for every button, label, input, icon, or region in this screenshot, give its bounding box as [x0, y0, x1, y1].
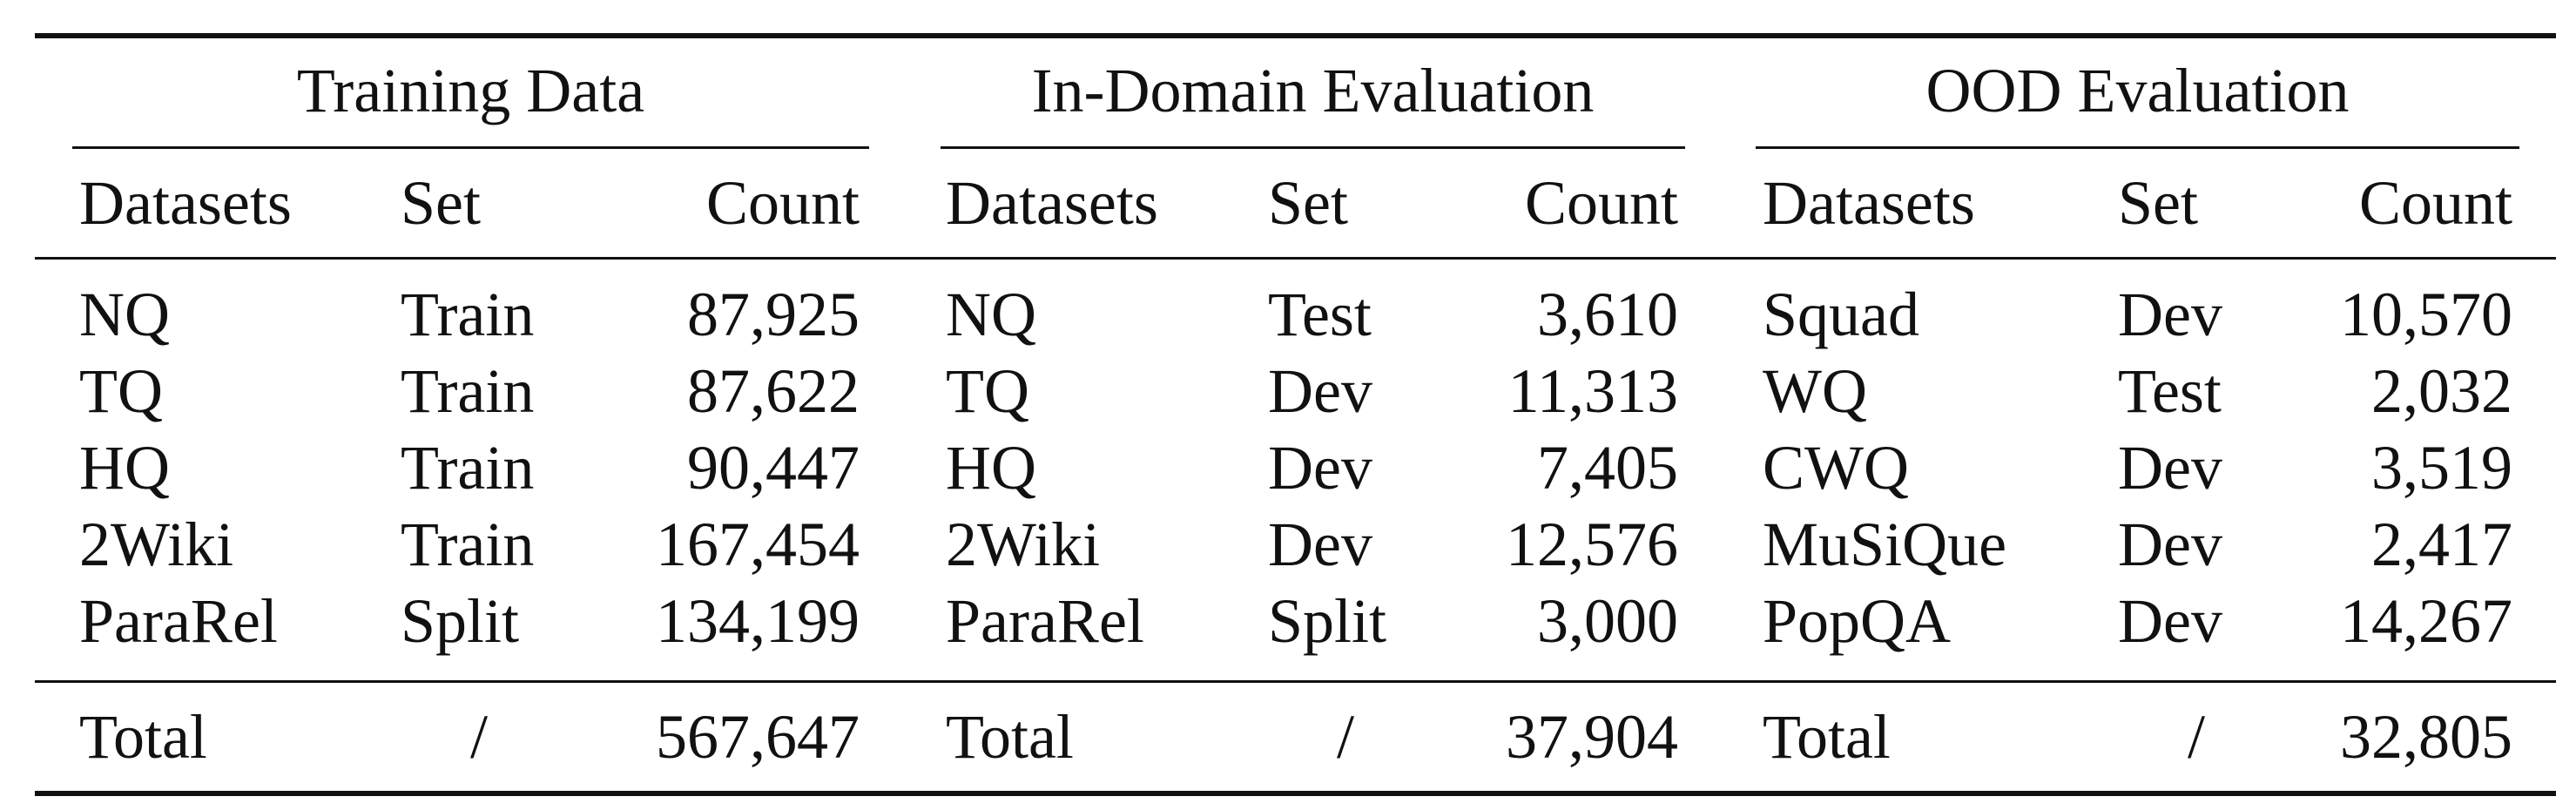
table-cell: TQ — [79, 356, 163, 426]
total-set-in-domain: / — [1336, 702, 1354, 772]
header-rule — [35, 257, 2556, 260]
header-set-in-domain: Set — [1268, 168, 1349, 238]
table-cell: MuSiQue — [1763, 510, 2007, 579]
bottom-rule — [35, 791, 2556, 796]
table-cell: HQ — [79, 433, 170, 503]
table-cell: TQ — [946, 356, 1029, 426]
total-label-training: Total — [79, 702, 207, 772]
table-cell: Split — [401, 586, 520, 656]
header-count-ood: Count — [2358, 168, 2512, 238]
group-title-in-domain: In-Domain Evaluation — [1031, 56, 1595, 125]
total-label-in-domain: Total — [946, 702, 1074, 772]
total-label-ood: Total — [1763, 702, 1891, 772]
table-cell: Dev — [1268, 433, 1372, 503]
table-cell: 3,519 — [2371, 433, 2512, 503]
group-title-training: Training Data — [296, 56, 645, 125]
table-cell: 3,610 — [1537, 280, 1678, 349]
table-cell: Train — [401, 433, 535, 503]
table-cell: Dev — [2118, 510, 2222, 579]
table-cell: 2Wiki — [946, 510, 1101, 579]
table-cell: Dev — [2118, 433, 2222, 503]
table-cell: Test — [1268, 280, 1372, 349]
table-cell: Train — [401, 510, 535, 579]
table-cell: Train — [401, 356, 535, 426]
table-cell: HQ — [946, 433, 1036, 503]
header-set-training: Set — [401, 168, 482, 238]
header-datasets-ood: Datasets — [1763, 168, 1975, 238]
table-cell: NQ — [946, 280, 1036, 349]
table-cell: 14,267 — [2340, 586, 2512, 656]
table-cell: 134,199 — [656, 586, 860, 656]
table-cell: Dev — [2118, 280, 2222, 349]
table-cell: Squad — [1763, 280, 1919, 349]
table-cell: 3,000 — [1537, 586, 1678, 656]
table-cell: 2Wiki — [79, 510, 234, 579]
header-count-in-domain: Count — [1524, 168, 1678, 238]
top-rule — [35, 33, 2556, 38]
header-count-training: Count — [705, 168, 860, 238]
table-cell: ParaRel — [79, 586, 278, 656]
group-title-ood: OOD Evaluation — [1925, 56, 2350, 125]
table-cell: PopQA — [1763, 586, 1952, 656]
table-cell: WQ — [1763, 356, 1867, 426]
table-cell: NQ — [79, 280, 170, 349]
table-cell: CWQ — [1763, 433, 1909, 503]
table-cell: 87,925 — [687, 280, 860, 349]
total-set-ood: / — [2187, 702, 2205, 772]
header-set-ood: Set — [2118, 168, 2199, 238]
table-cell: 87,622 — [687, 356, 860, 426]
table-cell: ParaRel — [946, 586, 1144, 656]
table-cell: Split — [1268, 586, 1387, 656]
table-cell: Train — [401, 280, 535, 349]
table-cell: 167,454 — [656, 510, 860, 579]
group-rule-in-domain — [941, 146, 1685, 149]
header-datasets-training: Datasets — [79, 168, 292, 238]
header-datasets-in-domain: Datasets — [946, 168, 1158, 238]
total-count-in-domain: 37,904 — [1506, 702, 1678, 772]
table-cell: 90,447 — [687, 433, 860, 503]
table-cell: Dev — [1268, 356, 1372, 426]
table-cell: 11,313 — [1507, 356, 1678, 426]
table-cell: 2,417 — [2371, 510, 2512, 579]
group-rule-ood — [1756, 146, 2519, 149]
total-count-training: 567,647 — [656, 702, 860, 772]
table-cell: Test — [2118, 356, 2222, 426]
table-cell: 7,405 — [1537, 433, 1678, 503]
table-cell: Dev — [2118, 586, 2222, 656]
table-cell: 12,576 — [1506, 510, 1678, 579]
table-cell: 2,032 — [2371, 356, 2512, 426]
table-cell: Dev — [1268, 510, 1372, 579]
table-cell: 10,570 — [2340, 280, 2512, 349]
group-rule-training — [72, 146, 869, 149]
total-count-ood: 32,805 — [2340, 702, 2512, 772]
total-rule — [35, 680, 2556, 683]
total-set-training: / — [469, 702, 488, 772]
